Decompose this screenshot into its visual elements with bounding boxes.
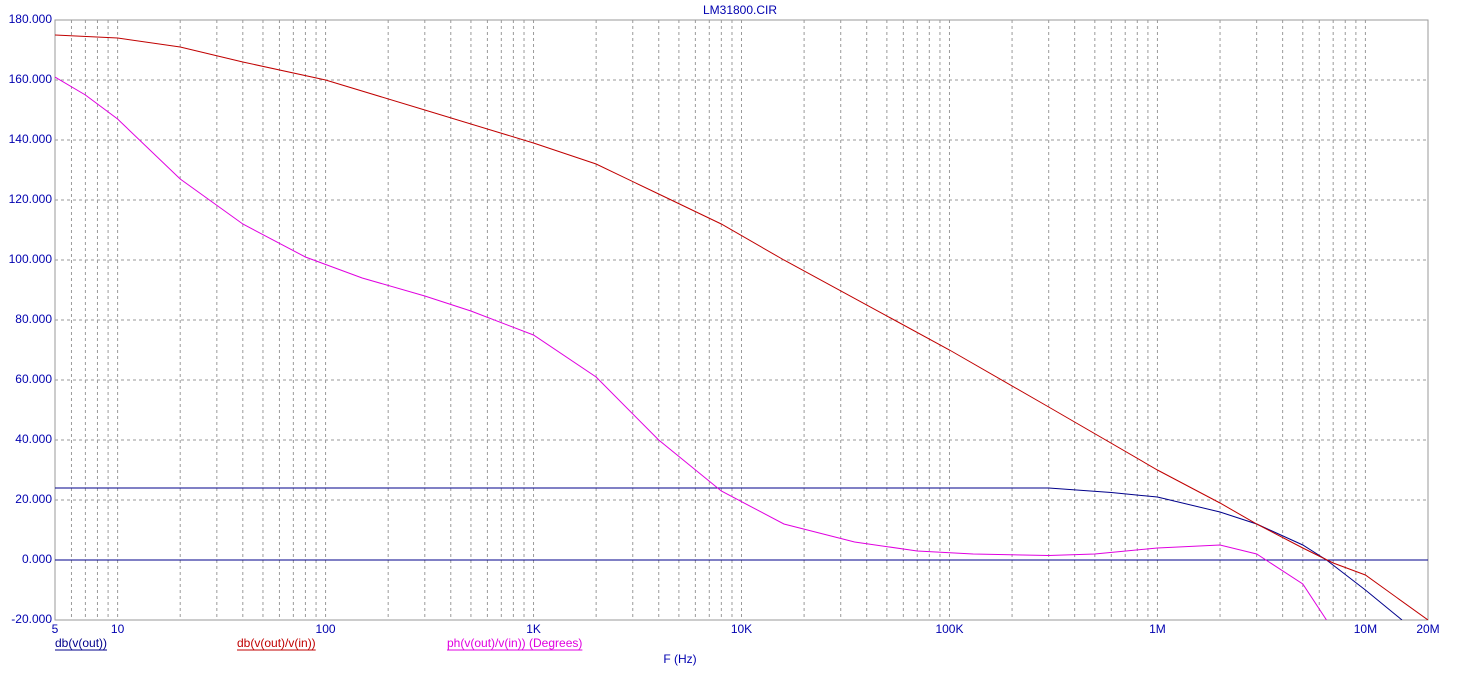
- plot-frame: [54, 19, 1429, 621]
- y-tick-label: 80.000: [15, 312, 52, 326]
- y-tick-label: -20.000: [11, 612, 52, 626]
- legend-label: db(v(out)): [55, 636, 107, 650]
- series-line: [55, 34, 1428, 620]
- x-tick-label: 10K: [731, 622, 752, 636]
- x-tick-label: 100K: [935, 622, 963, 636]
- y-tick-label: 160.000: [9, 72, 53, 86]
- chart-title: LM31800.CIR: [703, 3, 777, 17]
- series-line: [55, 76, 1327, 620]
- x-tick-label: 100: [316, 622, 336, 636]
- y-tick-label: 20.000: [15, 492, 52, 506]
- x-tick-label: 10: [111, 622, 125, 636]
- legend-label: db(v(out)/v(in)): [237, 636, 316, 650]
- x-tick-label: 10M: [1354, 622, 1377, 636]
- series-line: [55, 487, 1403, 620]
- x-axis-label: F (Hz): [663, 652, 696, 666]
- x-tick-label: 1K: [526, 622, 541, 636]
- y-tick-label: 40.000: [15, 432, 52, 446]
- x-tick-label: 5: [52, 622, 59, 636]
- x-tick-label: 1M: [1149, 622, 1166, 636]
- x-tick-label: 20M: [1416, 622, 1439, 636]
- y-tick-label: 60.000: [15, 372, 52, 386]
- y-tick-label: 120.000: [9, 192, 53, 206]
- y-tick-label: 0.000: [22, 552, 52, 566]
- legend-label: ph(v(out)/v(in)) (Degrees): [447, 636, 582, 650]
- y-tick-label: 140.000: [9, 132, 53, 146]
- y-tick-label: 100.000: [9, 252, 53, 266]
- y-tick-label: 180.000: [9, 12, 53, 26]
